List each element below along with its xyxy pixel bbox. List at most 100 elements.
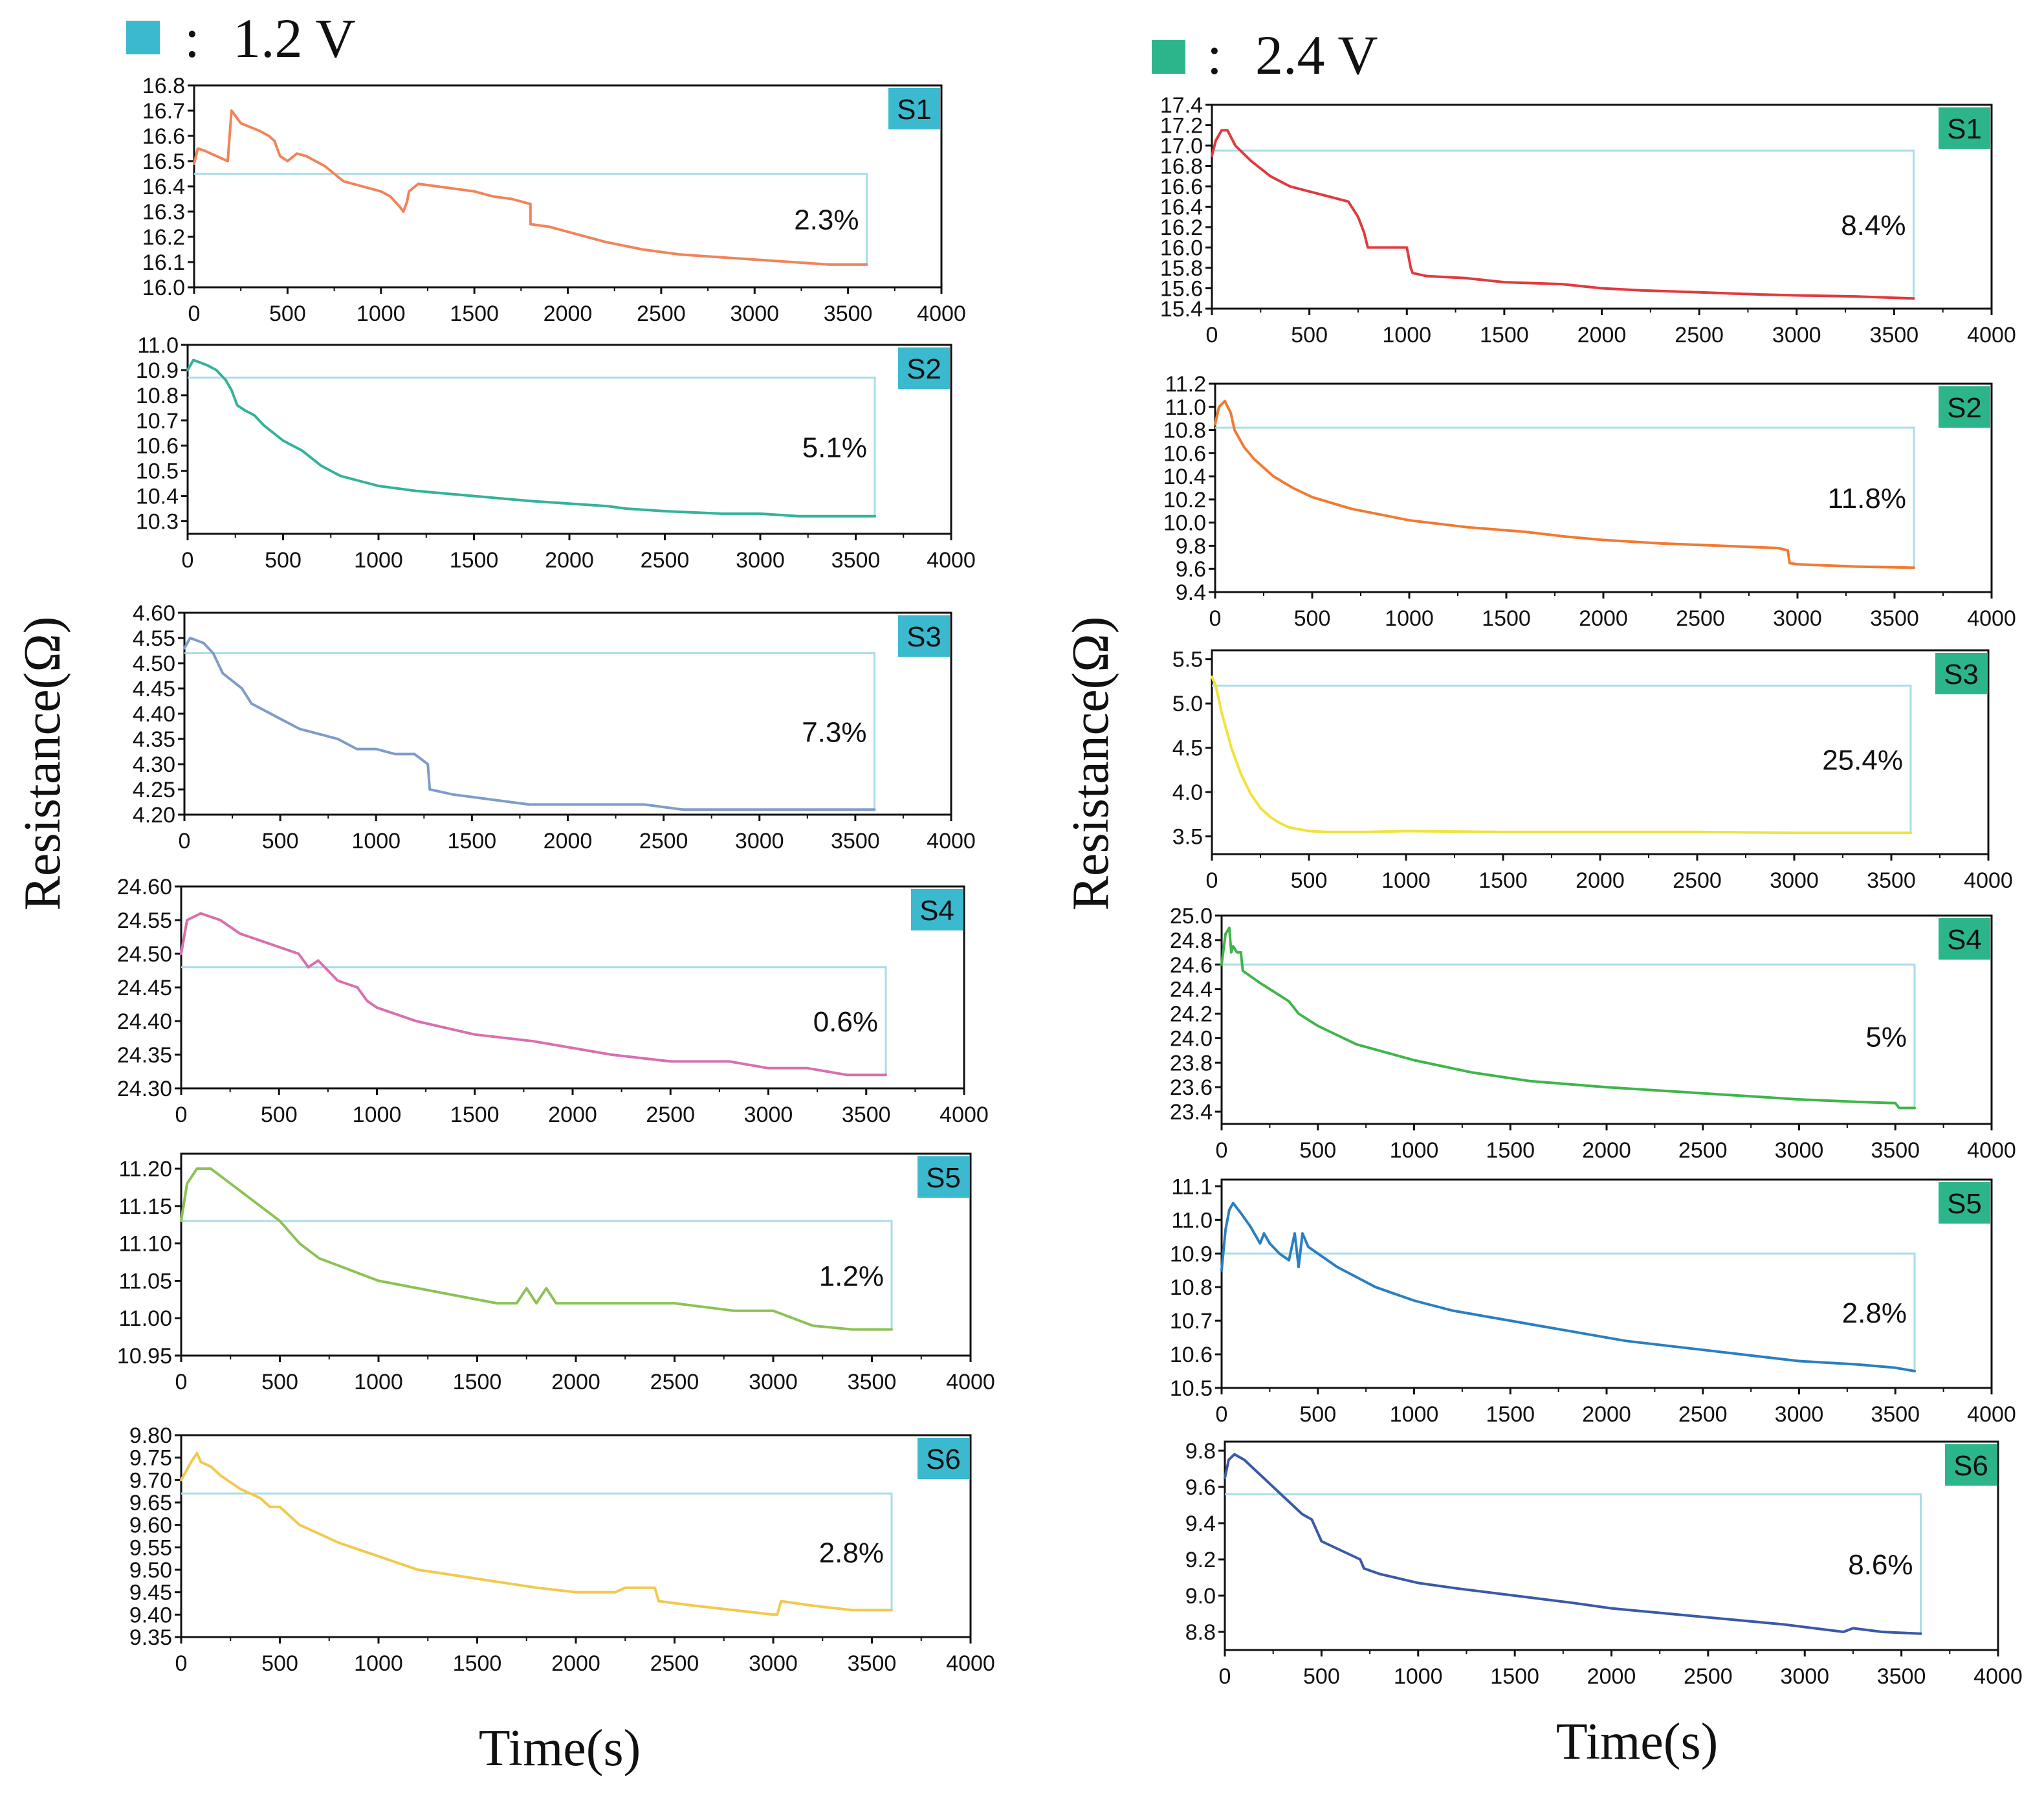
sample-tag-2-4v-s1 <box>1939 107 1990 149</box>
x-tick-label-2-4v-s4-4: 2000 <box>1582 1138 1631 1163</box>
x-tick-label-2-4v-s1-3: 1500 <box>1480 323 1529 347</box>
chart-1-2v-s3: 0 500 1000 1500 2000 2500 3000 3500 4000 4.204.25… <box>133 601 976 853</box>
x-tick-label-2-4v-s2-1: 500 <box>1294 606 1331 631</box>
y-tick-label-2-4v-s5-5: 11.0 <box>1171 1208 1213 1233</box>
reference-bracket-2-4v-s2 <box>1215 426 1915 568</box>
y-tick-label-1-2v-s6-3: 9.50 <box>129 1558 172 1583</box>
reference-bracket-2-4v-s6 <box>1225 1493 1922 1634</box>
y-tick-label-2-4v-s1-3: 16.0 <box>1160 236 1203 261</box>
chart-1-2v-s4: 0 500 1000 1500 2000 2500 3000 3500 4000 24.30 24.… <box>117 875 989 1127</box>
sample-tag-2-4v-s5 <box>1939 1182 1990 1224</box>
y-tick-label-1-2v-s6-8: 9.75 <box>129 1446 172 1471</box>
percent-change-label-1-2v-s4: 0.6% <box>813 1006 878 1038</box>
y-tick-label-1-2v-s6-2: 9.45 <box>129 1581 172 1605</box>
x-tick-label-1-2v-s1-0: 0 <box>188 302 201 326</box>
x-tick-label-1-2v-s2-7: 3500 <box>831 548 881 573</box>
y-tick-label-1-2v-s6-6: 9.65 <box>129 1491 172 1515</box>
sample-tag-label-2-4v-s2: S2 <box>1947 392 1982 424</box>
reference-bracket-1-2v-s3 <box>184 652 875 810</box>
x-tick-label-2-4v-s5-3: 1500 <box>1486 1402 1535 1427</box>
y-tick-label-1-2v-s2-6: 10.9 <box>136 358 179 383</box>
percent-change-label-1-2v-s5: 1.2% <box>819 1260 884 1292</box>
x-tick-label-1-2v-s3-7: 3500 <box>831 829 880 853</box>
x-tick-label-2-4v-s4-3: 1500 <box>1486 1138 1535 1163</box>
y-tick-label-1-2v-s1-7: 16.7 <box>142 99 185 124</box>
x-tick-label-1-2v-s1-8: 4000 <box>917 302 966 326</box>
y-tick-label-2-4v-s2-4: 10.2 <box>1163 488 1206 512</box>
x-tick-label-2-4v-s3-7: 3500 <box>1867 868 1916 893</box>
y-tick-label-2-4v-s3-1: 4.0 <box>1172 780 1203 805</box>
x-tick-label-1-2v-s3-2: 1000 <box>351 829 401 853</box>
chart-2-4v-s4: 0 500 1000 1500 2000 2500 3000 3500 4000 23.423.6… <box>1170 904 2016 1163</box>
chart-1-2v-s6: 0 500 1000 1500 2000 2500 3000 3500 4000 9.359.40… <box>129 1424 995 1676</box>
x-tick-label-1-2v-s4-1: 500 <box>261 1103 298 1127</box>
x-tick-label-1-2v-s6-4: 2000 <box>551 1651 600 1676</box>
x-tick-label-2-4v-s5-0: 0 <box>1216 1402 1228 1427</box>
data-line-1-2v-s4 <box>180 912 887 1077</box>
y-tick-label-2-4v-s6-1: 9.0 <box>1185 1584 1216 1609</box>
y-tick-label-1-2v-s1-2: 16.2 <box>142 225 185 250</box>
sample-tag-label-1-2v-s2: S2 <box>907 353 941 385</box>
y-tick-label-2-4v-s3-4: 5.5 <box>1172 648 1203 672</box>
plot-frame-1-2v-s4 <box>180 885 965 1090</box>
chart-1-2v-s1: 0 500 1000 1500 2000 2500 3000 3500 4000 16.016.1… <box>142 74 966 326</box>
sample-tag-label-1-2v-s6: S6 <box>926 1444 961 1475</box>
y-tick-label-1-2v-s1-5: 16.5 <box>142 149 185 174</box>
x-tick-label-1-2v-s5-4: 2000 <box>551 1370 600 1394</box>
x-tick-label-2-4v-s2-4: 2000 <box>1579 606 1628 631</box>
x-tick-label-1-2v-s1-6: 3000 <box>730 302 779 326</box>
x-tick-label-1-2v-s2-8: 4000 <box>927 548 976 573</box>
y-tick-label-2-4v-s4-8: 25.0 <box>1170 904 1213 929</box>
x-tick-label-2-4v-s1-0: 0 <box>1206 323 1218 347</box>
x-tick-label-1-2v-s6-0: 0 <box>175 1651 188 1676</box>
x-tick-label-2-4v-s2-3: 1500 <box>1482 606 1531 631</box>
y-tick-label-1-2v-s4-3: 24.45 <box>117 976 172 1000</box>
y-tick-label-1-2v-s6-4: 9.55 <box>129 1535 172 1560</box>
data-line-2-4v-s4 <box>1220 926 1916 1110</box>
x-tick-label-1-2v-s1-7: 3500 <box>824 302 873 326</box>
y-tick-label-2-4v-s2-7: 10.8 <box>1163 419 1206 443</box>
y-tick-label-2-4v-s5-2: 10.7 <box>1170 1309 1213 1334</box>
y-tick-label-1-2v-s5-1: 11.00 <box>118 1306 172 1331</box>
sample-tag-label-2-4v-s4: S4 <box>1947 924 1982 956</box>
x-tick-label-2-4v-s4-6: 3000 <box>1775 1138 1824 1163</box>
reference-bracket-1-2v-s4 <box>181 966 887 1075</box>
x-tick-label-2-4v-s5-4: 2000 <box>1582 1402 1631 1427</box>
reference-bracket-1-2v-s1 <box>194 173 868 265</box>
y-tick-label-2-4v-s1-0: 15.4 <box>1160 297 1203 322</box>
x-tick-label-1-2v-s3-5: 2500 <box>639 829 688 853</box>
x-tick-label-1-2v-s2-5: 2500 <box>641 548 690 573</box>
percent-change-label-1-2v-s6: 2.8% <box>819 1537 884 1568</box>
y-tick-label-2-4v-s5-6: 11.1 <box>1171 1174 1213 1199</box>
x-tick-label-1-2v-s6-1: 500 <box>261 1651 298 1676</box>
y-tick-label-1-2v-s6-9: 9.80 <box>129 1424 172 1448</box>
reference-bracket-1-2v-s2 <box>188 377 876 516</box>
x-tick-label-1-2v-s2-2: 1000 <box>354 548 403 573</box>
percent-change-label-2-4v-s2: 11.8% <box>1828 483 1907 514</box>
data-line-1-2v-s5 <box>180 1167 893 1331</box>
y-tick-label-2-4v-s2-6: 10.6 <box>1163 441 1206 466</box>
chart-2-4v-s3: 0 500 1000 1500 2000 2500 3000 3500 4000 3.5 4.0 4.… <box>1172 648 2013 893</box>
x-tick-label-1-2v-s5-3: 1500 <box>453 1370 502 1394</box>
sample-tag-label-1-2v-s5: S5 <box>926 1162 961 1194</box>
legend-separator-1-2v: : <box>184 7 200 69</box>
x-tick-label-1-2v-s3-6: 3000 <box>735 829 784 853</box>
y-tick-label-2-4v-s5-0: 10.5 <box>1170 1376 1213 1401</box>
data-line-1-2v-s1 <box>193 109 868 266</box>
x-tick-label-1-2v-s3-0: 0 <box>179 829 191 853</box>
x-tick-label-2-4v-s3-2: 1000 <box>1381 868 1431 893</box>
legend-1-2v: : 1.2 V <box>126 7 356 69</box>
x-tick-label-2-4v-s4-0: 0 <box>1216 1138 1228 1163</box>
y-tick-label-2-4v-s2-2: 9.8 <box>1176 534 1206 558</box>
y-tick-label-2-4v-s4-1: 23.6 <box>1170 1075 1213 1100</box>
y-tick-label-2-4v-s1-6: 16.6 <box>1160 175 1203 199</box>
x-tick-label-1-2v-s5-1: 500 <box>261 1370 298 1394</box>
y-tick-label-1-2v-s4-6: 24.60 <box>117 875 172 899</box>
y-tick-label-1-2v-s2-2: 10.5 <box>136 459 179 484</box>
legend-label-2-4v: 2.4 V <box>1255 24 1378 86</box>
x-tick-label-2-4v-s2-2: 1000 <box>1385 606 1434 631</box>
y-tick-label-1-2v-s4-5: 24.55 <box>117 908 172 933</box>
y-tick-label-1-2v-s5-4: 11.15 <box>118 1194 172 1219</box>
y-tick-label-1-2v-s3-6: 4.50 <box>133 652 175 676</box>
y-tick-label-1-2v-s2-5: 10.8 <box>136 384 179 408</box>
